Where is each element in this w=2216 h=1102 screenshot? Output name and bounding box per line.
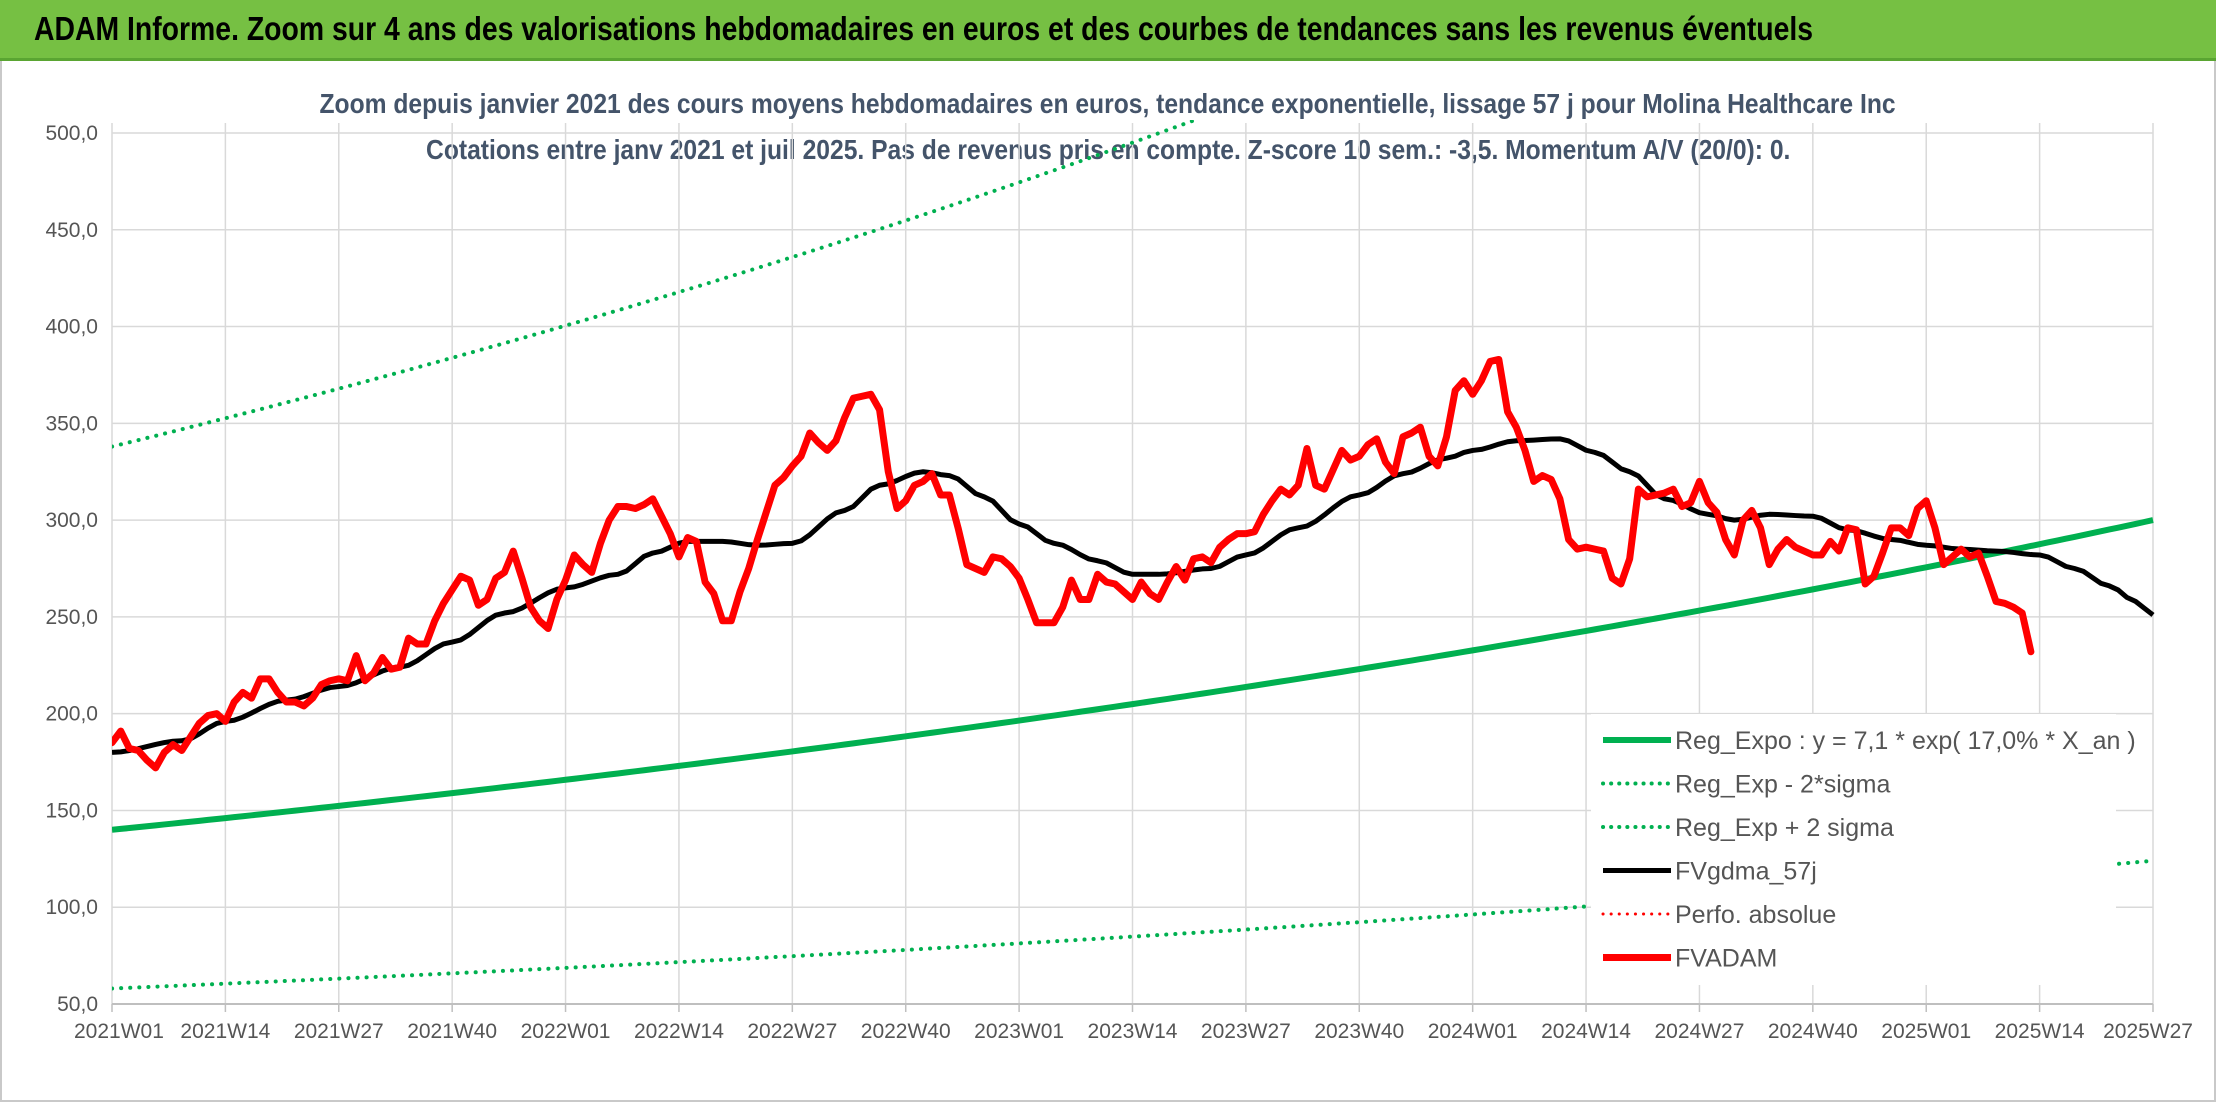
x-tick-label: 2023W27 xyxy=(1201,1020,1291,1043)
header-band: ADAM Informe. Zoom sur 4 ans des valoris… xyxy=(0,0,2216,61)
legend-background xyxy=(1591,714,2116,985)
x-tick-label: 2022W27 xyxy=(747,1020,837,1043)
axes: 50,0 100,0 150,0 200,0 250,0 300,0 350,0 400,0 4… xyxy=(45,122,2193,1043)
chart-subtitle-text: Cotations entre janv 2021 et juil 2025. … xyxy=(425,134,1791,165)
x-tick-label: 2022W14 xyxy=(634,1020,724,1043)
x-tick-label: 2022W01 xyxy=(521,1020,611,1043)
x-tick-label: 2024W27 xyxy=(1654,1020,1744,1043)
legend-label: FVADAM xyxy=(1675,945,1777,973)
chart-subtitle: Cotations entre janv 2021 et juil 2025. … xyxy=(0,134,2216,166)
chart-title-text: Zoom depuis janvier 2021 des cours moyen… xyxy=(319,88,1897,119)
x-tick-label: 2025W01 xyxy=(1881,1020,1971,1043)
x-tick-label: 2024W14 xyxy=(1541,1020,1631,1043)
chart-title: Zoom depuis janvier 2021 des cours moyen… xyxy=(0,88,2216,120)
legend: Reg_Expo : y = 7,1 * exp( 17,0% * X_an )… xyxy=(1591,714,2136,985)
x-tick-label: 2025W14 xyxy=(1995,1020,2085,1043)
y-tick-label: 250,0 xyxy=(45,606,98,629)
series-reg-expo xyxy=(112,517,2154,833)
y-tick-label: 300,0 xyxy=(45,509,98,532)
y-tick-label: 50,0 xyxy=(57,993,98,1016)
x-tick-label: 2021W27 xyxy=(294,1020,384,1043)
series-group xyxy=(112,120,2155,991)
legend-label: Reg_Expo : y = 7,1 * exp( 17,0% * X_an ) xyxy=(1675,727,2136,755)
x-tick-label: 2021W40 xyxy=(407,1020,497,1043)
header-title: ADAM Informe. Zoom sur 4 ans des valoris… xyxy=(34,10,1814,47)
y-tick-label: 100,0 xyxy=(45,896,98,919)
x-tick-label: 2023W14 xyxy=(1088,1020,1178,1043)
x-tick-label: 2022W40 xyxy=(861,1020,951,1043)
y-tick-label: 400,0 xyxy=(45,316,98,339)
series-fvadam xyxy=(112,355,2035,772)
legend-label: Reg_Exp + 2 sigma xyxy=(1675,814,1894,842)
x-tick-label: 2021W01 xyxy=(74,1020,164,1043)
y-tick-label: 450,0 xyxy=(45,219,98,242)
legend-label: Perfo. absolue xyxy=(1675,901,1836,929)
x-tick-label: 2023W40 xyxy=(1314,1020,1404,1043)
x-tick-label: 2025W27 xyxy=(2103,1020,2193,1043)
y-tick-label: 350,0 xyxy=(45,412,98,435)
series-reg-exp-plus-2-sigma xyxy=(112,120,1201,449)
y-tick-label: 150,0 xyxy=(45,799,98,822)
y-tick-label: 200,0 xyxy=(45,703,98,726)
x-tick-label: 2024W01 xyxy=(1428,1020,1518,1043)
legend-label: FVgdma_57j xyxy=(1675,858,1817,886)
y-tick-label: 500,0 xyxy=(45,122,98,145)
series-fvgdma-57j xyxy=(112,436,2155,755)
x-tick-label: 2023W01 xyxy=(974,1020,1064,1043)
x-tick-label: 2024W40 xyxy=(1768,1020,1858,1043)
legend-label: Reg_Exp - 2*sigma xyxy=(1675,771,1890,799)
x-tick-label: 2021W14 xyxy=(180,1020,270,1043)
